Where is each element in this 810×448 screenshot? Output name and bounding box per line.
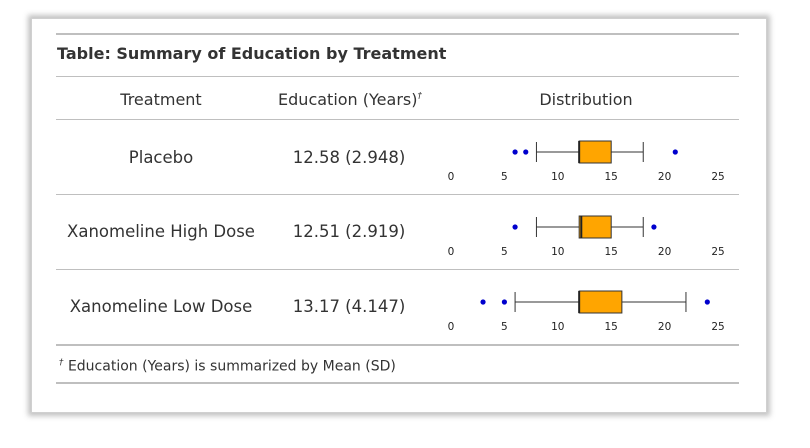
tick-label: 0 [448, 246, 455, 258]
row-rule [56, 269, 739, 270]
row-treatment: Placebo [128, 148, 194, 167]
tick-label: 25 [711, 321, 724, 333]
tick-label: 0 [448, 171, 455, 183]
tick-label: 10 [551, 171, 564, 183]
boxplot-xanomeline-high-dose: 0 5 10 15 20 25 [448, 215, 725, 258]
summary-table-card: Table: Summary of Education by Treatment… [31, 18, 767, 413]
row-treatment: Xanomeline High Dose [67, 222, 255, 241]
outlier-point [512, 149, 518, 155]
outlier-point [523, 149, 529, 155]
tick-label: 5 [501, 246, 508, 258]
tick-label: 20 [658, 321, 671, 333]
outlier-point [512, 224, 518, 230]
footer-rule [56, 382, 739, 384]
boxplot-placebo: 0 5 10 15 20 25 [448, 140, 725, 183]
tick-label: 20 [658, 246, 671, 258]
iqr-box [578, 140, 612, 164]
tick-label: 25 [711, 171, 724, 183]
outlier-point [672, 149, 678, 155]
iqr-box [578, 215, 612, 239]
row-education: 13.17 (4.147) [292, 297, 406, 316]
table-title: Table: Summary of Education by Treatment [57, 44, 447, 63]
row-rule [56, 194, 739, 195]
footnote-mark: † [59, 358, 64, 368]
row-education: 12.51 (2.919) [292, 222, 406, 241]
tick-label: 15 [605, 171, 618, 183]
header-treatment: Treatment [120, 90, 202, 109]
iqr-box [578, 290, 623, 314]
row-treatment: Xanomeline Low Dose [69, 297, 253, 316]
row-education: 12.58 (2.948) [292, 148, 406, 167]
bottom-rule [56, 344, 739, 346]
top-rule [56, 33, 739, 35]
header-rule [56, 119, 739, 120]
header-education: Education (Years)† [278, 90, 422, 109]
footnote: † Education (Years) is summarized by Mea… [59, 358, 396, 375]
tick-label: 25 [711, 246, 724, 258]
tick-label: 10 [551, 246, 564, 258]
tick-label: 10 [551, 321, 564, 333]
outlier-point [501, 299, 507, 305]
boxplot-xanomeline-low-dose: 0 5 10 15 20 25 [448, 290, 725, 333]
tick-label: 15 [605, 246, 618, 258]
outlier-point [704, 299, 710, 305]
tick-label: 0 [448, 321, 455, 333]
header-distribution: Distribution [539, 90, 633, 109]
tick-label: 15 [605, 321, 618, 333]
header-footnote-mark: † [417, 91, 422, 102]
tick-label: 5 [501, 321, 508, 333]
tick-label: 20 [658, 171, 671, 183]
title-rule [56, 76, 739, 77]
outlier-point [480, 299, 486, 305]
tick-label: 5 [501, 171, 508, 183]
outlier-point [651, 224, 657, 230]
